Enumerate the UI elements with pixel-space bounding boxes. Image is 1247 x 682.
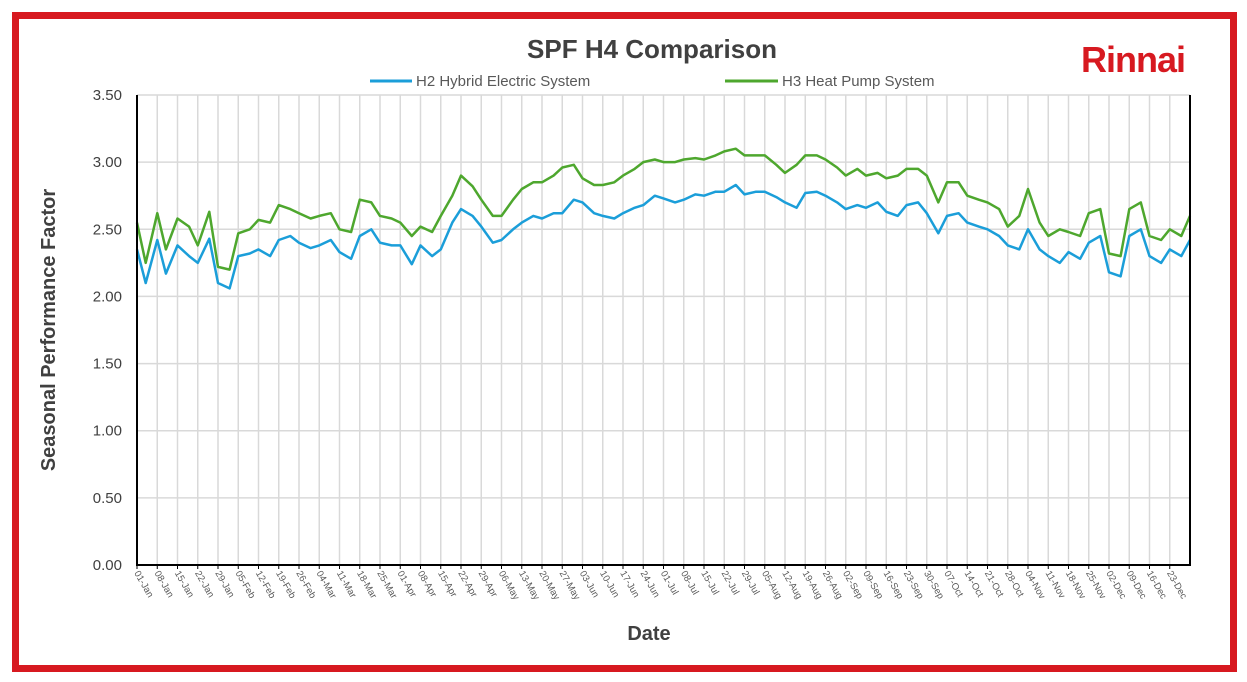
x-tick-label: 08-Jul [678,569,700,597]
y-tick-label: 2.00 [93,288,122,305]
y-axis-label: Seasonal Performance Factor [38,189,60,472]
x-tick-label: 23-Dec [1164,569,1189,601]
y-tick-label: 1.50 [93,356,122,373]
legend-label-h3: H3 Heat Pump System [782,73,935,90]
x-tick-label: 29-Jul [739,569,761,597]
legend-label-h2: H2 Hybrid Electric System [416,73,590,90]
y-tick-label: 3.50 [93,87,122,104]
y-tick-label: 2.50 [93,221,122,238]
legend: H2 Hybrid Electric System H3 Heat Pump S… [370,73,935,90]
y-tick-label: 0.00 [93,557,122,574]
series-line-h2-hybrid-electric [135,183,1192,290]
y-tick-label: 3.00 [93,154,122,171]
x-axis-label: Date [627,623,670,645]
x-tick-label: 22-Jul [719,569,741,597]
chart-title: SPF H4 Comparison [527,34,777,64]
y-tick-label: 0.50 [93,490,122,507]
series-line-h3-heat-pump [135,147,1192,271]
chart-frame [12,12,1237,672]
x-tick-label: 15-Jul [698,569,720,597]
y-tick-label: 1.00 [93,423,122,440]
rinnai-logo: Rinnai [1081,39,1185,80]
